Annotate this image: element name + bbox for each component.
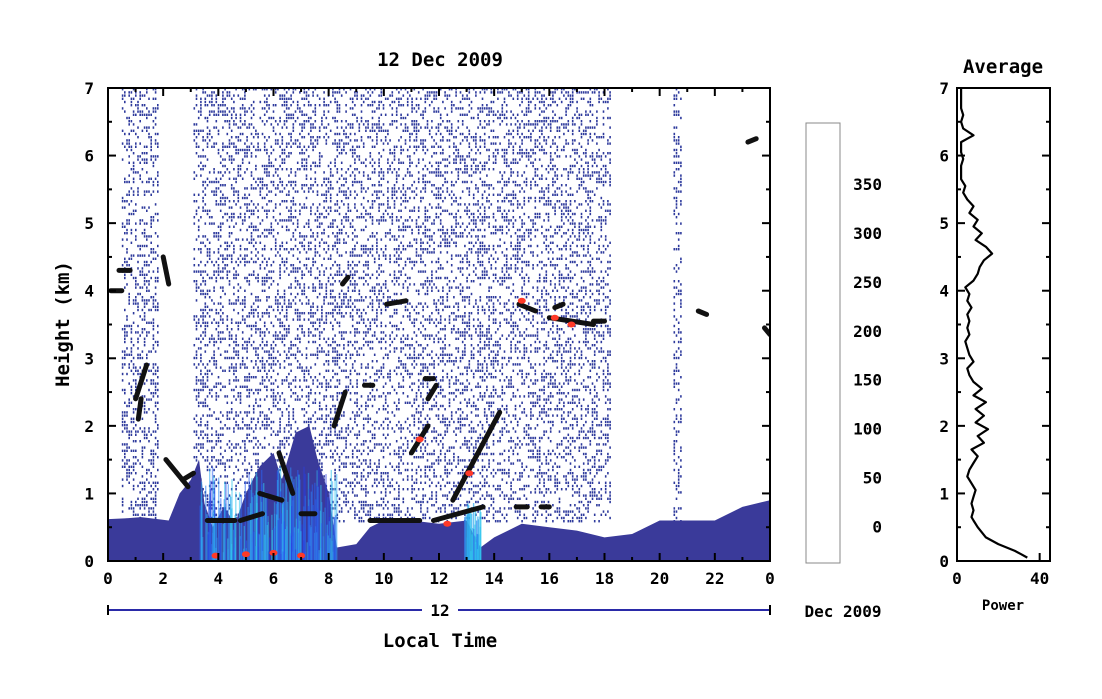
main-y-tick-label: 4 [84,282,94,301]
low-layer-streaks [199,466,482,561]
average-y-tick-label: 6 [939,147,949,166]
low-layer-band [108,425,770,561]
cloud-layer-26 [552,301,566,311]
colorbar-tick-label: 100 [853,420,882,439]
hot-spot-9 [567,321,576,328]
cloud-layer-21 [450,409,503,503]
colorbar-tick-label: 350 [853,175,882,194]
average-y-tick-label: 4 [939,282,949,301]
date-axis-suffix: Dec 2009 [804,602,881,621]
average-x-axis-label: Power [982,598,1024,614]
cloud-layer-29 [745,136,759,145]
main-x-tick-label: 14 [485,569,504,588]
hot-spot-8 [550,314,559,321]
average-y-tick-label: 2 [939,417,949,436]
noise-band-2 [673,88,682,523]
date-axis-day-label: 12 [430,601,449,620]
main-x-tick-label: 18 [595,569,614,588]
hot-spot-6 [465,470,474,477]
main-x-tick-label: 0 [765,569,775,588]
average-y-tick-label: 3 [939,349,949,368]
main-x-tick-label: 16 [540,569,559,588]
colorbar-tick-label: 50 [863,468,882,487]
main-x-tick-label: 8 [324,569,334,588]
cloud-layer-10 [276,450,296,496]
cloud-layer-18 [425,382,439,402]
cloud-layer-12 [331,389,348,429]
cloud-layer-9 [257,490,285,503]
cloud-layer-3 [135,396,144,422]
cloud-layer-20 [431,504,486,523]
cloud-layer-23 [516,301,538,314]
main-x-axis-label: Local Time [383,630,497,652]
main-x-tick-label: 0 [103,569,113,588]
main-x-tick-label: 6 [269,569,279,588]
main-y-tick-label: 6 [84,147,94,166]
cloud-layer-2 [133,362,150,402]
main-y-tick-label: 7 [84,79,94,98]
main-plot-area [108,88,770,561]
main-x-tick-label: 2 [158,569,168,588]
average-y-tick-label: 7 [939,79,949,98]
main-y-tick-label: 0 [84,552,94,571]
main-y-axis-label: Height (km) [52,261,74,387]
average-x-tick-label: 40 [1030,569,1049,588]
main-y-tick-label: 3 [84,349,94,368]
average-power-line [960,88,1028,559]
colorbar-tick-label: 300 [853,224,882,243]
main-chart-title: 12 Dec 2009 [377,49,503,71]
average-panel-title: Average [963,56,1043,78]
hot-spot-5 [443,520,452,527]
colorbar-tick-label: 250 [853,273,882,292]
colorbar-tick-label: 0 [872,517,882,536]
main-x-tick-label: 10 [374,569,393,588]
main-y-tick-label: 5 [84,214,94,233]
cloud-layer-13 [340,274,351,287]
cloud-layer-8 [237,511,265,523]
date-axis: 12 [107,601,771,620]
average-plot-frame [956,87,1051,562]
hot-spot-7 [517,297,526,304]
hot-spot-4 [415,436,424,443]
average-y-tick-label: 0 [939,552,949,571]
average-profile-panel: 0 1 2 3 4 5 6 7 0 40 [939,79,1051,588]
noise-band-0 [121,88,159,523]
average-y-tick-label: 5 [939,214,949,233]
cloud-layer-6 [180,470,196,483]
hot-spot-2 [269,549,278,556]
average-x-tick-label: 0 [952,569,962,588]
main-x-tick-label: 4 [214,569,224,588]
main-y-tick-label: 2 [84,417,94,436]
main-y-tick-label: 1 [84,484,94,503]
colorbar-frame [805,122,841,564]
colorbar-tick-label: 200 [853,322,882,341]
colorbar-tick-label: 150 [853,371,882,390]
colorbar: 0 50 100 150 200 250 300 350 [805,122,882,564]
main-x-tick-label: 20 [650,569,669,588]
hot-spot-1 [241,551,250,558]
main-x-tick-label: 12 [429,569,448,588]
noise-band-1 [193,88,611,523]
cloud-layer-28 [695,308,710,317]
hot-spot-3 [297,552,306,559]
cloud-layer-5 [163,457,191,490]
main-x-tick-label: 22 [705,569,724,588]
cloud-layer-4 [160,254,172,287]
cloud-layer-16 [384,298,409,307]
average-y-tick-label: 1 [939,484,949,503]
